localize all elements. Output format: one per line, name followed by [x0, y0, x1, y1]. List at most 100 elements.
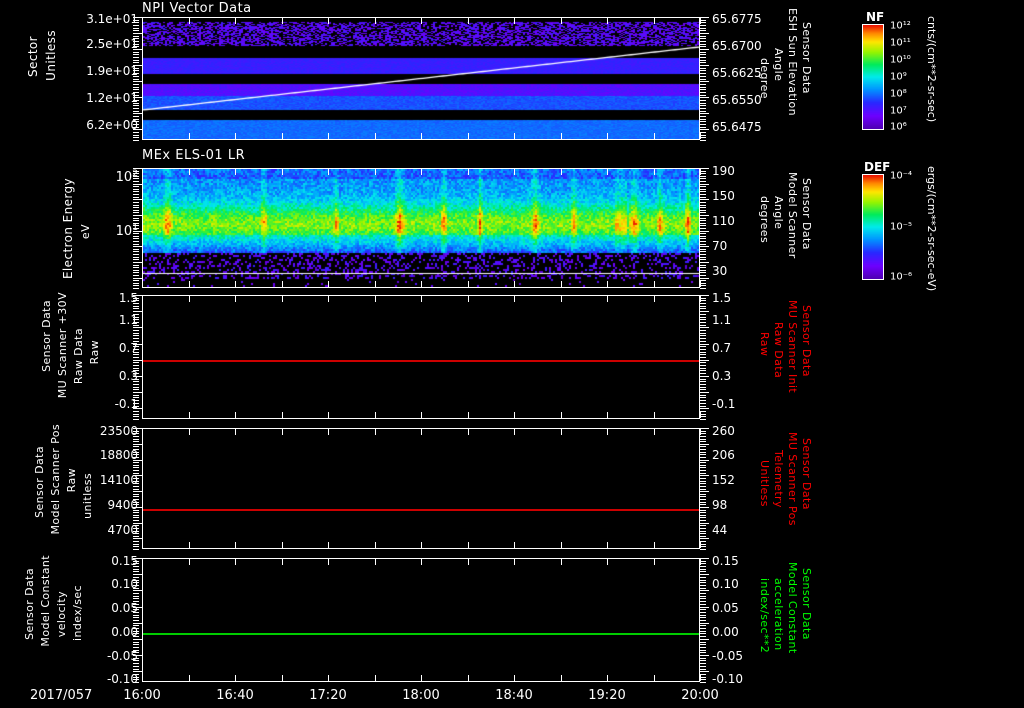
axis-tickmark [133, 113, 142, 115]
xaxis-tick-label: 17:20 [309, 688, 347, 703]
axis-tickmark [133, 264, 139, 266]
axis-tickmark [133, 57, 139, 59]
axis-tickmark [133, 22, 139, 24]
axis-tickmark [133, 373, 139, 375]
axis-tickmark [700, 54, 706, 56]
axis-tickmark [328, 412, 329, 418]
axis-tickmark [700, 330, 706, 332]
axis-tickmark [133, 62, 139, 64]
axis-tickmark [700, 57, 706, 59]
axis-tickmark [133, 105, 139, 107]
ytick: 70 [712, 239, 728, 253]
axis-tickmark [133, 679, 139, 681]
axis-tickmark [700, 191, 706, 193]
plot-area-els[interactable] [142, 168, 700, 288]
axis-tickmark [700, 625, 706, 627]
axis-label-line: Telemetry [772, 450, 785, 508]
axis-tickmark [133, 449, 139, 451]
axis-label-line: Raw Data [72, 328, 85, 385]
axis-tickmark [700, 493, 706, 495]
axis-tickmark [133, 541, 139, 543]
yaxis-label-left-p5-0: Sensor Data [23, 568, 36, 640]
axis-tickmark [514, 412, 515, 418]
axis-tickmark [133, 46, 139, 48]
axis-tickmark [133, 485, 139, 487]
axis-tickmark [133, 617, 139, 619]
axis-tickmark [700, 560, 706, 562]
axis-tickmark [133, 525, 139, 527]
axis-tickmark [133, 267, 139, 269]
axis-tickmark [700, 343, 709, 345]
axis-tickmark [700, 65, 709, 67]
axis-label-line: Sensor Data [800, 178, 813, 250]
axis-tickmark [700, 199, 709, 201]
axis-tickmark [133, 370, 139, 372]
axis-tickmark [700, 62, 706, 64]
plot-area-model-scanner-pos[interactable] [142, 428, 700, 549]
axis-tickmark [514, 542, 515, 548]
colorbar-def[interactable] [862, 174, 884, 280]
ytick: 206 [712, 448, 735, 462]
yaxis-label-right-p4-0: Sensor Data [800, 438, 813, 510]
plot-area-npi[interactable] [142, 17, 700, 140]
axis-tickmark [133, 230, 142, 232]
plot-area-model-constant-velocity[interactable] [142, 558, 700, 682]
axis-tickmark [133, 649, 139, 651]
axis-tickmark [421, 559, 422, 565]
axis-tickmark [133, 235, 139, 237]
axis-tickmark [700, 676, 706, 678]
axis-tickmark [421, 133, 422, 139]
axis-tickmark [133, 346, 139, 348]
axis-tickmark [374, 133, 376, 139]
axis-tickmark [467, 412, 469, 418]
axis-tickmark [700, 169, 701, 175]
axis-tickmark [133, 480, 139, 482]
axis-tickmark [133, 30, 139, 32]
axis-tickmark [133, 348, 139, 350]
axis-tickmark [133, 501, 139, 503]
axis-tickmark [700, 86, 706, 88]
axis-tickmark [133, 214, 142, 216]
axis-tickmark [700, 614, 706, 616]
xaxis-tick-label: 19:20 [588, 688, 626, 703]
axis-label-line: ESH Sun Elevation [786, 8, 799, 117]
axis-tickmark [133, 538, 142, 540]
axis-tickmark [700, 19, 706, 21]
plot-area-mu-scanner-30v[interactable] [142, 295, 700, 419]
axis-tickmark [700, 280, 706, 282]
axis-tickmark [700, 78, 706, 80]
axis-tickmark [700, 183, 709, 185]
yaxis-label-right-npi-2: Angle [772, 48, 785, 81]
axis-tickmark [700, 220, 706, 222]
axis-tickmark [133, 622, 142, 624]
colorbar-nf[interactable] [862, 24, 884, 130]
axis-tickmark [374, 675, 376, 681]
axis-tickmark [467, 542, 469, 548]
axis-tickmark [133, 183, 142, 185]
axis-tickmark [133, 173, 139, 175]
axis-tickmark [607, 429, 608, 435]
axis-tickmark [133, 413, 139, 415]
ytick: -0.05 [106, 649, 138, 663]
axis-tickmark [700, 397, 706, 399]
axis-tickmark [142, 169, 143, 175]
axis-tickmark [700, 340, 706, 342]
ytick: 190 [712, 164, 735, 178]
axis-tickmark [607, 559, 608, 565]
axis-tickmark [133, 251, 139, 253]
axis-tickmark [133, 522, 142, 524]
axis-tickmark [133, 663, 139, 665]
axis-tickmark [700, 416, 706, 418]
axis-tickmark [133, 446, 139, 448]
axis-tickmark [700, 546, 706, 548]
axis-tickmark [700, 297, 706, 299]
yaxis-label-right-p3-0: Sensor Data [800, 305, 813, 377]
axis-tickmark [133, 433, 139, 435]
ytick: 0.3 [712, 369, 732, 383]
axis-tickmark [133, 207, 139, 209]
axis-tickmark [700, 33, 709, 35]
axis-tickmark [700, 89, 706, 91]
axis-tickmark [133, 443, 142, 445]
axis-tickmark [133, 305, 139, 307]
axis-tickmark [133, 549, 139, 550]
